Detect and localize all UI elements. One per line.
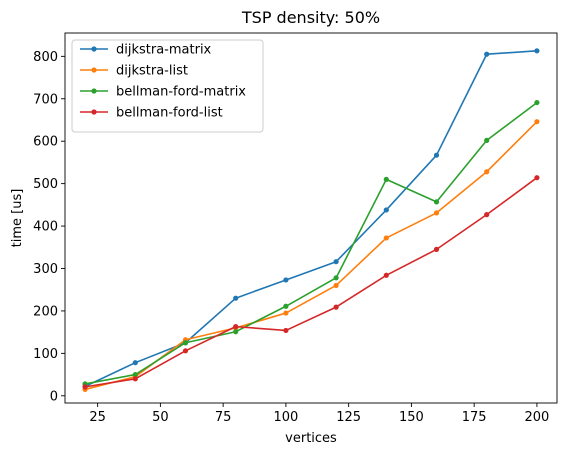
legend-item: dijkstra-matrix [80, 43, 212, 58]
data-point [433, 199, 440, 205]
data-point [182, 340, 189, 346]
data-point [433, 152, 440, 158]
data-point [383, 176, 389, 182]
y-tick-label: 400 [33, 220, 58, 235]
data-point [333, 275, 339, 281]
y-tick-label: 0 [50, 389, 58, 404]
y-axis: 0 100 200 300 400 500 600 700 800 [33, 50, 65, 404]
y-axis-label: time [us] [10, 189, 25, 248]
legend-item: bellman-ford-matrix [80, 85, 246, 100]
x-tick-label: 25 [89, 410, 106, 425]
y-tick-label: 700 [33, 92, 58, 107]
legend: dijkstra-matrix dijkstra-list bellman-ford… [71, 39, 264, 133]
x-tick-label: 50 [152, 410, 169, 425]
data-point [333, 259, 339, 265]
data-point [233, 324, 239, 330]
x-tick-label: 75 [215, 410, 232, 425]
data-point [283, 277, 289, 283]
y-tick-label: 800 [33, 50, 58, 65]
x-tick-label: 200 [525, 410, 550, 425]
data-point [534, 119, 540, 125]
data-point [283, 310, 289, 316]
x-tick-label: 175 [462, 410, 487, 425]
data-point [433, 210, 440, 216]
x-axis-label: vertices [285, 431, 337, 446]
data-point [283, 327, 289, 334]
legend-item: dijkstra-list [80, 64, 188, 79]
y-tick-label: 200 [33, 304, 58, 319]
data-point [233, 329, 239, 335]
legend-marker [91, 67, 97, 73]
legend-box [71, 39, 264, 133]
data-point [233, 295, 239, 301]
y-tick-label: 300 [33, 262, 58, 277]
legend-label: dijkstra-list [116, 64, 188, 79]
data-point [484, 212, 490, 218]
chart-title: TSP density: 50% [241, 8, 380, 27]
plot-frame [64, 32, 558, 404]
data-point [333, 282, 339, 289]
data-point [534, 99, 540, 106]
data-point [484, 169, 490, 175]
data-point [383, 207, 389, 213]
data-point [383, 272, 389, 278]
data-point [433, 246, 440, 252]
data-point [132, 371, 138, 378]
legend-marker [91, 109, 97, 115]
data-point [182, 348, 189, 354]
series-bellman-ford-list [82, 175, 540, 390]
data-point [534, 48, 540, 54]
plot-area [82, 48, 540, 393]
y-tick-label: 500 [33, 177, 58, 192]
data-point [333, 304, 339, 310]
x-tick-label: 125 [336, 410, 361, 425]
legend-marker [91, 46, 97, 52]
data-point [383, 235, 389, 241]
legend-item: bellman-ford-list [80, 106, 223, 121]
legend-marker [91, 88, 97, 94]
data-point [484, 137, 490, 143]
series-line [84, 101, 538, 385]
data-point [82, 384, 88, 390]
x-axis: 25 50 75 100 125 150 175 200 [89, 403, 549, 425]
x-tick-label: 100 [273, 410, 298, 425]
y-tick-label: 100 [33, 347, 58, 362]
data-point [132, 376, 138, 382]
data-point [534, 175, 540, 181]
data-point [132, 360, 138, 366]
series-line [84, 50, 537, 388]
y-tick-label: 600 [33, 135, 58, 150]
legend-label: dijkstra-matrix [116, 43, 212, 58]
series-bellman-ford-matrix [82, 99, 540, 387]
series-line [84, 177, 538, 388]
x-tick-label: 150 [399, 410, 424, 425]
legend-label: bellman-ford-list [116, 106, 223, 121]
data-point [484, 51, 490, 57]
legend-label: bellman-ford-matrix [116, 85, 246, 100]
data-point [283, 303, 289, 309]
